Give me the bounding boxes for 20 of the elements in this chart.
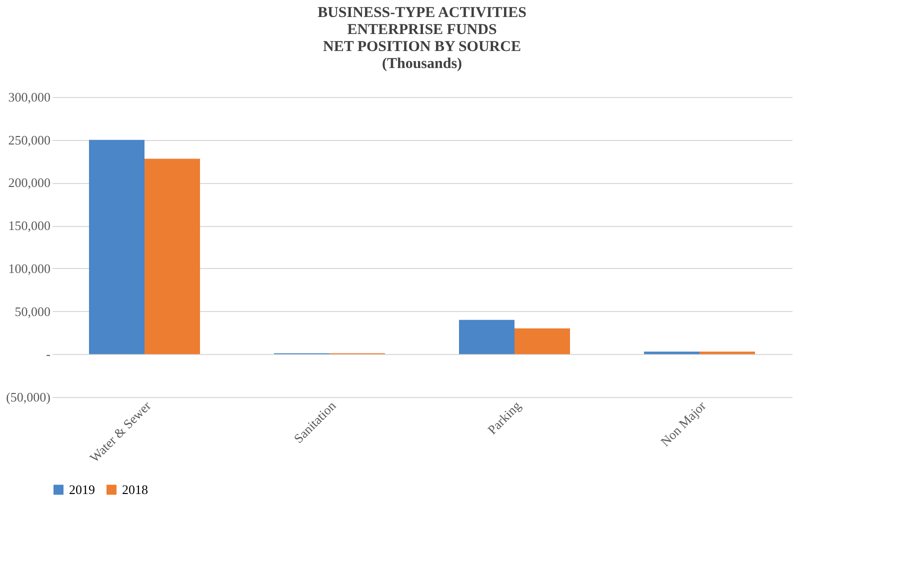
- y-tick-label: 250,000: [8, 132, 50, 148]
- y-tick-label: -: [46, 346, 50, 362]
- y-tick-label: 50,000: [14, 304, 50, 319]
- text: BUSINESS-TYPE ACTIVITIES: [318, 5, 526, 21]
- legend-label: 2019: [69, 482, 95, 497]
- bar: [459, 320, 514, 354]
- text: NET POSITION BY SOURCE: [323, 39, 521, 55]
- bar: [89, 140, 144, 354]
- text: ENTERPRISE FUNDS: [347, 22, 497, 38]
- y-tick-label: 100,000: [8, 260, 50, 276]
- y-tick-label: 300,000: [8, 90, 50, 104]
- text: (Thousands): [382, 56, 462, 72]
- bar: [514, 328, 570, 354]
- y-tick-label: 200,000: [8, 175, 50, 190]
- bar: [700, 352, 755, 354]
- y-tick-label: (50,000): [6, 390, 50, 404]
- legend-label: 2018: [122, 482, 148, 497]
- bar: [644, 352, 700, 354]
- bar: [144, 158, 200, 354]
- y-tick-label: 150,000: [8, 218, 50, 234]
